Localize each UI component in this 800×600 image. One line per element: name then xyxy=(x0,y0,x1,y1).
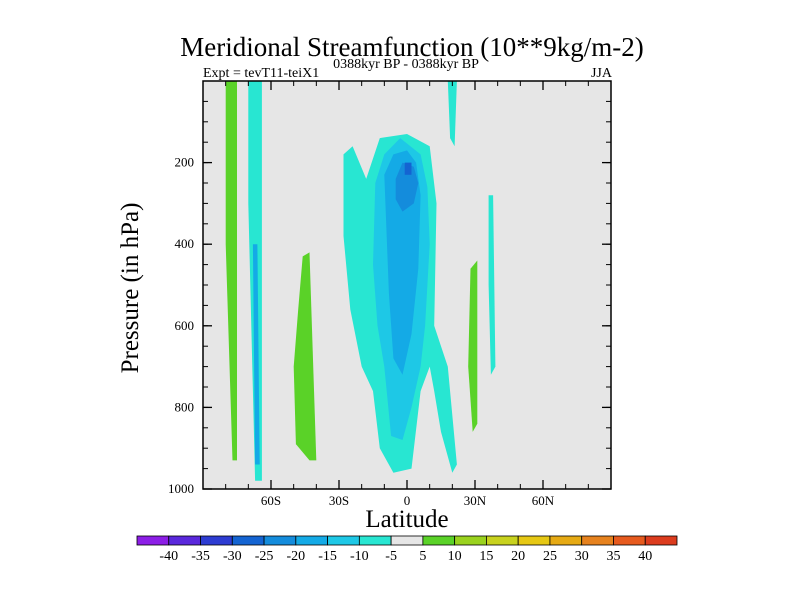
colorbar-swatch xyxy=(327,535,360,546)
colorbar-label: -30 xyxy=(223,549,242,564)
colorbar-label: 25 xyxy=(543,549,557,564)
x-axis-ticks: 60S 30S 0 30N 60N xyxy=(261,81,555,508)
colorbar-label: 40 xyxy=(638,549,652,564)
colorbar-swatch xyxy=(263,535,297,546)
x-tick-label: 60N xyxy=(532,493,555,508)
contour-southern-midlat-negative-core xyxy=(252,244,260,465)
colorbar-swatch xyxy=(168,535,201,546)
contour-northern-subtropics-positive-band xyxy=(468,260,478,432)
chart-title: Meridional Streamfunction (10**9kg/m-2) xyxy=(180,32,643,62)
x-tick-label: 30N xyxy=(464,493,487,508)
y-tick-label: 400 xyxy=(175,236,195,251)
contour-hadley-cell-peak xyxy=(404,162,412,175)
season-label: JJA xyxy=(591,66,613,81)
colorbar-label: 20 xyxy=(511,549,525,564)
experiment-label: Expt = tevT11-teiX1 xyxy=(203,66,319,81)
colorbar-label: -20 xyxy=(286,549,305,564)
colorbar-swatch xyxy=(644,535,678,546)
colorbar-swatch xyxy=(581,535,614,546)
contour-hadley-cell-core xyxy=(395,162,419,212)
y-tick-label: 1000 xyxy=(168,481,194,496)
colorbar-label: 30 xyxy=(575,549,589,564)
y-tick-label: 800 xyxy=(175,399,195,414)
colorbar: -40 -35 -30 -25 -20 -15 -10 -5 5 10 15 20 25 30 35 40 xyxy=(136,535,678,564)
y-tick-label: 200 xyxy=(175,155,195,170)
colorbar-label: -40 xyxy=(159,549,178,564)
colorbar-swatch xyxy=(486,535,519,546)
colorbar-swatch xyxy=(454,535,487,546)
colorbar-label: 10 xyxy=(448,549,462,564)
colorbar-swatch xyxy=(295,535,328,546)
colorbar-label: 5 xyxy=(419,549,426,564)
x-tick-label: 60S xyxy=(261,493,281,508)
colorbar-label: -15 xyxy=(318,549,337,564)
contour-hadley-cell-inner xyxy=(384,150,421,375)
colorbar-swatch xyxy=(613,535,646,546)
x-tick-label: 30S xyxy=(329,493,349,508)
colorbar-swatch xyxy=(136,535,170,546)
contour-northern-top-negative-sliver xyxy=(447,81,457,147)
colorbar-swatch xyxy=(358,535,392,546)
y-axis-label: Pressure (in hPa) xyxy=(117,203,144,374)
colorbar-swatch xyxy=(422,535,456,546)
colorbar-swatch xyxy=(390,535,424,546)
y-axis-ticks: 200 400 600 800 1000 xyxy=(168,155,611,496)
x-tick-label: 0 xyxy=(404,493,411,508)
x-axis-label: Latitude xyxy=(365,506,448,533)
colorbar-swatch xyxy=(200,535,233,546)
contour-southern-polar-positive-band xyxy=(225,81,237,461)
colorbar-label: -35 xyxy=(191,549,210,564)
contour-northern-midlat-negative-band xyxy=(488,195,496,375)
date-range-label: 0388kyr BP - 0388kyr BP xyxy=(333,57,479,72)
contour-southern-subtropics-positive-cell xyxy=(293,252,317,461)
colorbar-swatch xyxy=(549,535,583,546)
colorbar-label: -25 xyxy=(255,549,274,564)
y-tick-label: 600 xyxy=(175,318,195,333)
colorbar-label: -5 xyxy=(385,549,397,564)
colorbar-label: 35 xyxy=(606,549,620,564)
colorbar-swatch xyxy=(517,535,551,546)
contour-regions xyxy=(225,81,496,481)
colorbar-label: -10 xyxy=(350,549,369,564)
colorbar-swatch xyxy=(231,535,265,546)
colorbar-label: 15 xyxy=(479,549,493,564)
